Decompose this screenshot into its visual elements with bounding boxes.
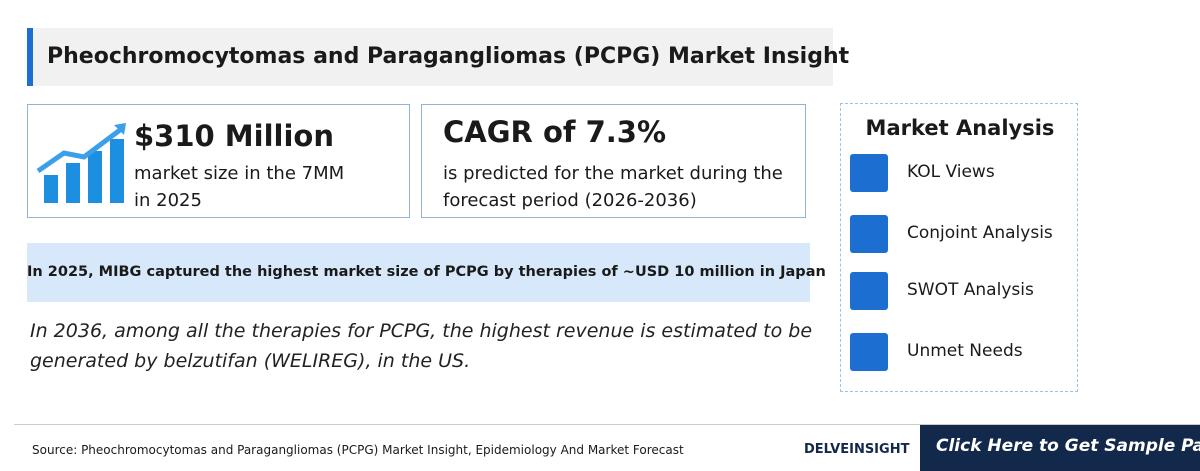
growth-icon (36, 123, 126, 203)
stat-text: in 2025 (134, 190, 202, 211)
stat-text: is predicted for the market during the (443, 163, 783, 184)
divider (14, 424, 1200, 425)
stat-card: $310 Million market size in the 7MM in 2… (27, 104, 410, 218)
icon (850, 215, 888, 253)
analysis-item: SWOT Analysis (907, 280, 1034, 300)
panel-title: Market Analysis (865, 116, 1055, 140)
stat-text: forecast period (2026-2036) (443, 190, 697, 211)
stat-headline: CAGR of 7.3% (443, 115, 667, 149)
icon (850, 154, 888, 192)
sample-button[interactable]: Click Here to Get Sample Page (920, 425, 1200, 471)
stat-card: CAGR of 7.3% is predicted for the market… (421, 104, 806, 218)
insight-text: In 2036, among all the therapies for PCP… (30, 320, 813, 342)
icon (850, 333, 888, 371)
analysis-item: KOL Views (907, 162, 995, 182)
stat-text: market size in the 7MM (134, 163, 345, 184)
icon (850, 272, 888, 310)
logo: DELVEINSIGHT (804, 442, 910, 457)
insight-text: generated by belzutifan (WELIREG), in th… (30, 350, 471, 372)
source: Source: Pheochromocytomas and Paragangli… (32, 443, 684, 457)
market-analysis-panel: Market Analysis KOL Views Conjoint Analy… (840, 103, 1078, 392)
title: Pheochromocytomas and Paragangliomas (PC… (27, 28, 849, 86)
highlight: In 2025, MIBG captured the highest marke… (27, 243, 826, 302)
analysis-item: Conjoint Analysis (907, 223, 1053, 243)
stat-headline: $310 Million (134, 119, 334, 153)
analysis-item: Unmet Needs (907, 341, 1023, 361)
